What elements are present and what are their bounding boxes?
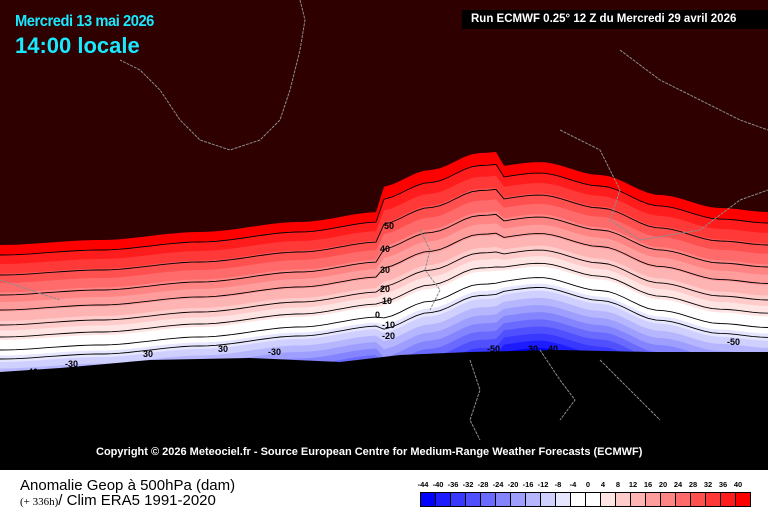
contour-label: 30 <box>528 344 538 354</box>
contour-label: 0 <box>375 310 380 320</box>
contour-label: 30 <box>218 344 228 354</box>
legend-tick: 20 <box>658 480 668 489</box>
legend-tick: -28 <box>477 480 489 489</box>
map-subtitle: (+ 336h)/ Clim ERA5 1991-2020 <box>20 492 216 509</box>
legend-tick: -16 <box>522 480 534 489</box>
coastline <box>469 359 481 441</box>
legend-swatch <box>526 493 541 506</box>
run-info: Run ECMWF 0.25° 12 Z du Mercredi 29 avri… <box>462 10 768 29</box>
contour-line <box>0 163 768 256</box>
legend-swatch <box>571 493 586 506</box>
contour-label: -20 <box>382 331 395 341</box>
map-title: Anomalie Geop à 500hPa (dam) <box>20 477 236 494</box>
contour-line <box>0 249 768 326</box>
legend-swatch <box>436 493 451 506</box>
legend-swatch <box>706 493 721 506</box>
coastline <box>619 49 768 131</box>
coastline <box>419 229 441 311</box>
contour-label: 30 <box>143 349 153 359</box>
forecast-time: 14:00 locale <box>15 33 140 58</box>
coastline <box>0 279 61 301</box>
legend-swatch <box>616 493 631 506</box>
contour-label: -30 <box>65 359 78 369</box>
legend-tick: 12 <box>628 480 638 489</box>
anomaly-field: 50 40 30 20 100-10-20 -40 -30 30 30 -30 -50 -50 30 40… <box>0 0 768 470</box>
legend-swatch <box>466 493 481 506</box>
legend-tick: 36 <box>718 480 728 489</box>
contour-label: -50 <box>727 337 740 347</box>
legend-swatch <box>736 493 750 506</box>
contour-line <box>0 213 768 296</box>
contour-label: 40 <box>548 344 558 354</box>
forecast-map: 50 40 30 20 10 0 -10 -20 -40 -30 30 30 -30 -50 -50 30 40… <box>0 0 768 470</box>
legend-swatch <box>481 493 496 506</box>
legend-swatch <box>451 493 466 506</box>
contour-line <box>0 188 768 276</box>
contour-line <box>0 232 768 311</box>
legend-tick: 8 <box>615 480 621 489</box>
legend-swatch <box>601 493 616 506</box>
legend-tick: -36 <box>447 480 459 489</box>
contour-label: -30 <box>268 347 281 357</box>
legend-tick: -44 <box>417 480 429 489</box>
legend-tick: 16 <box>643 480 653 489</box>
legend-swatch <box>541 493 556 506</box>
legend-tick: 28 <box>688 480 698 489</box>
legend-tick: 40 <box>733 480 743 489</box>
legend-tick: -4 <box>569 480 577 489</box>
legend-tick: -20 <box>507 480 519 489</box>
legend-tick: 24 <box>673 480 683 489</box>
coastline <box>599 359 661 421</box>
legend-tick: -8 <box>554 480 562 489</box>
legend-tick: -12 <box>537 480 549 489</box>
color-legend <box>420 492 751 507</box>
legend-swatch <box>496 493 511 506</box>
contour-label: 30 <box>380 265 390 275</box>
contour-label: -50 <box>382 362 395 372</box>
legend-swatch <box>586 493 601 506</box>
copyright: Copyright © 2026 Meteociel.fr - Source E… <box>96 446 643 458</box>
contour-label: -40 <box>25 367 38 377</box>
legend-swatch <box>631 493 646 506</box>
legend-swatch <box>556 493 571 506</box>
climatology: / Clim ERA5 1991-2020 <box>58 492 216 509</box>
legend-ticks: -44 -40 -36 -32 -28 -24 -20 -16 -12 -8 -4 0 4 8 12 16 20… <box>412 480 752 490</box>
coastline <box>119 0 306 151</box>
legend-tick: -32 <box>462 480 474 489</box>
legend-swatch <box>721 493 736 506</box>
legend-tick: -40 <box>432 480 444 489</box>
footer-panel: Anomalie Geop à 500hPa (dam) (+ 336h)/ C… <box>0 470 768 512</box>
contour-label: 40 <box>380 244 390 254</box>
contour-line <box>0 277 768 351</box>
contour-line <box>0 262 768 338</box>
contour-line <box>0 287 768 360</box>
legend-tick: 32 <box>703 480 713 489</box>
legend-swatch <box>661 493 676 506</box>
legend-swatch <box>676 493 691 506</box>
coastline <box>559 129 768 241</box>
legend-swatch <box>421 493 436 506</box>
legend-tick: -24 <box>492 480 504 489</box>
contour-label: 20 <box>380 284 390 294</box>
contour-label: -50 <box>487 344 500 354</box>
legend-tick: 4 <box>600 480 606 489</box>
contour-label: 10 <box>382 296 392 306</box>
lead-time: (+ 336h) <box>20 496 59 508</box>
forecast-date: Mercredi 13 mai 2026 <box>15 13 154 30</box>
legend-swatch <box>691 493 706 506</box>
legend-swatch <box>646 493 661 506</box>
legend-swatch <box>511 493 526 506</box>
masked-area <box>0 350 768 470</box>
contour-label: 50 <box>384 221 394 231</box>
contour-label: -10 <box>382 320 395 330</box>
coastline <box>539 349 576 421</box>
legend-tick: 0 <box>585 480 591 489</box>
